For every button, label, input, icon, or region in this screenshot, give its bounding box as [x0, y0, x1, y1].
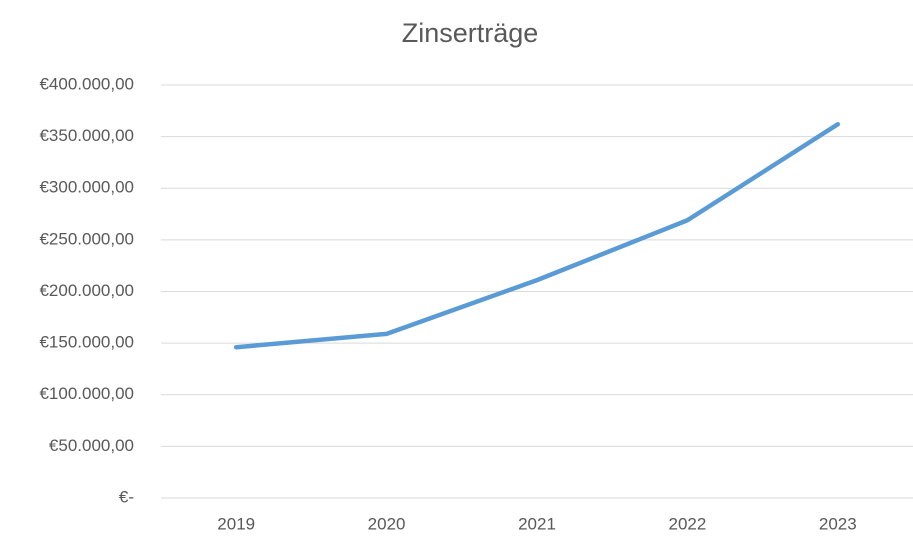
x-tick-label: 2020 [368, 514, 406, 533]
y-tick-label: €200.000,00 [39, 281, 134, 300]
y-tick-label: €300.000,00 [39, 178, 134, 197]
y-tick-label: €350.000,00 [39, 126, 134, 145]
x-tick-label: 2022 [668, 514, 706, 533]
y-tick-label: €- [119, 487, 134, 506]
y-tick-label: €100.000,00 [39, 384, 134, 403]
y-tick-label: €150.000,00 [39, 333, 134, 352]
y-tick-label: €400.000,00 [39, 74, 134, 93]
y-tick-label: €50.000,00 [49, 436, 134, 455]
y-tick-label: €250.000,00 [39, 229, 134, 248]
x-tick-label: 2021 [518, 514, 556, 533]
chart-title: Zinserträge [402, 18, 539, 48]
data-line [233, 121, 841, 350]
x-tick-label: 2023 [819, 514, 857, 533]
x-tick-label: 2019 [217, 514, 255, 533]
